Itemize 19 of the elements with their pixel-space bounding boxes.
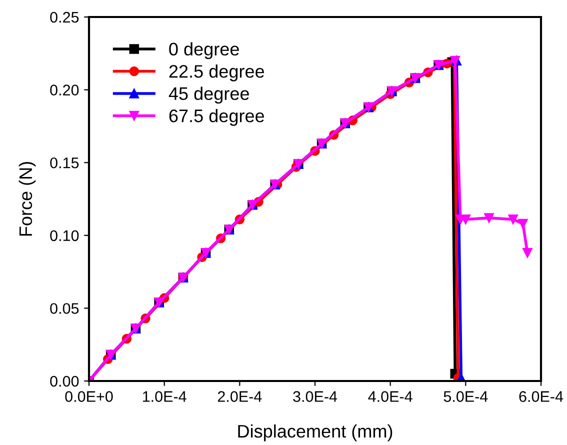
y-tick-label: 0.05 [50, 303, 79, 314]
x-tick-label: 0.0E+0 [65, 391, 113, 402]
x-tick-label: 4.0E-4 [368, 391, 412, 402]
legend-label: 0 degree [169, 42, 239, 60]
legend-label: 22.5 degree [169, 64, 264, 82]
y-tick-label: 0.00 [50, 376, 79, 387]
y-tick-label: 0.15 [50, 157, 79, 168]
x-tick-label: 3.0E-4 [293, 391, 338, 402]
legend-label: 45 degree [168, 86, 249, 104]
x-tick-label: 6.0E-4 [519, 391, 564, 402]
y-tick-label: 0.10 [50, 230, 79, 242]
x-axis-title: Displacement (mm) [238, 424, 392, 442]
y-tick-label: 0.25 [50, 12, 79, 23]
legend-label: 67.5 degree [169, 109, 264, 126]
x-tick-label: 1.0E-4 [142, 391, 186, 402]
x-tick-label: 2.0E-4 [218, 391, 262, 402]
y-tick-label: 0.20 [50, 84, 79, 96]
x-tick-label: 5.0E-4 [444, 391, 488, 402]
y-axis-title: Force (N) [18, 162, 36, 236]
